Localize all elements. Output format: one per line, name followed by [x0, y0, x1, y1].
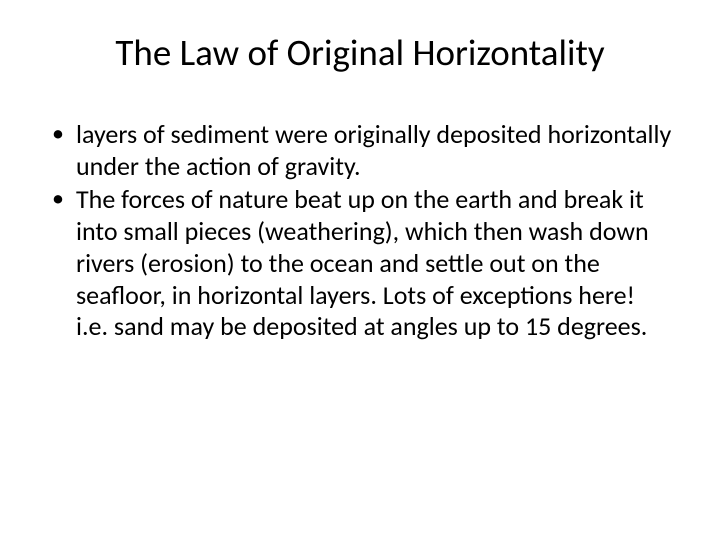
bullet-list: layers of sediment were originally depos… [48, 119, 672, 343]
list-item: layers of sediment were originally depos… [76, 119, 672, 182]
list-item: The forces of nature beat up on the eart… [76, 184, 672, 343]
slide-title: The Law of Original Horizontality [48, 30, 672, 75]
slide: The Law of Original Horizontality layers… [0, 0, 720, 540]
